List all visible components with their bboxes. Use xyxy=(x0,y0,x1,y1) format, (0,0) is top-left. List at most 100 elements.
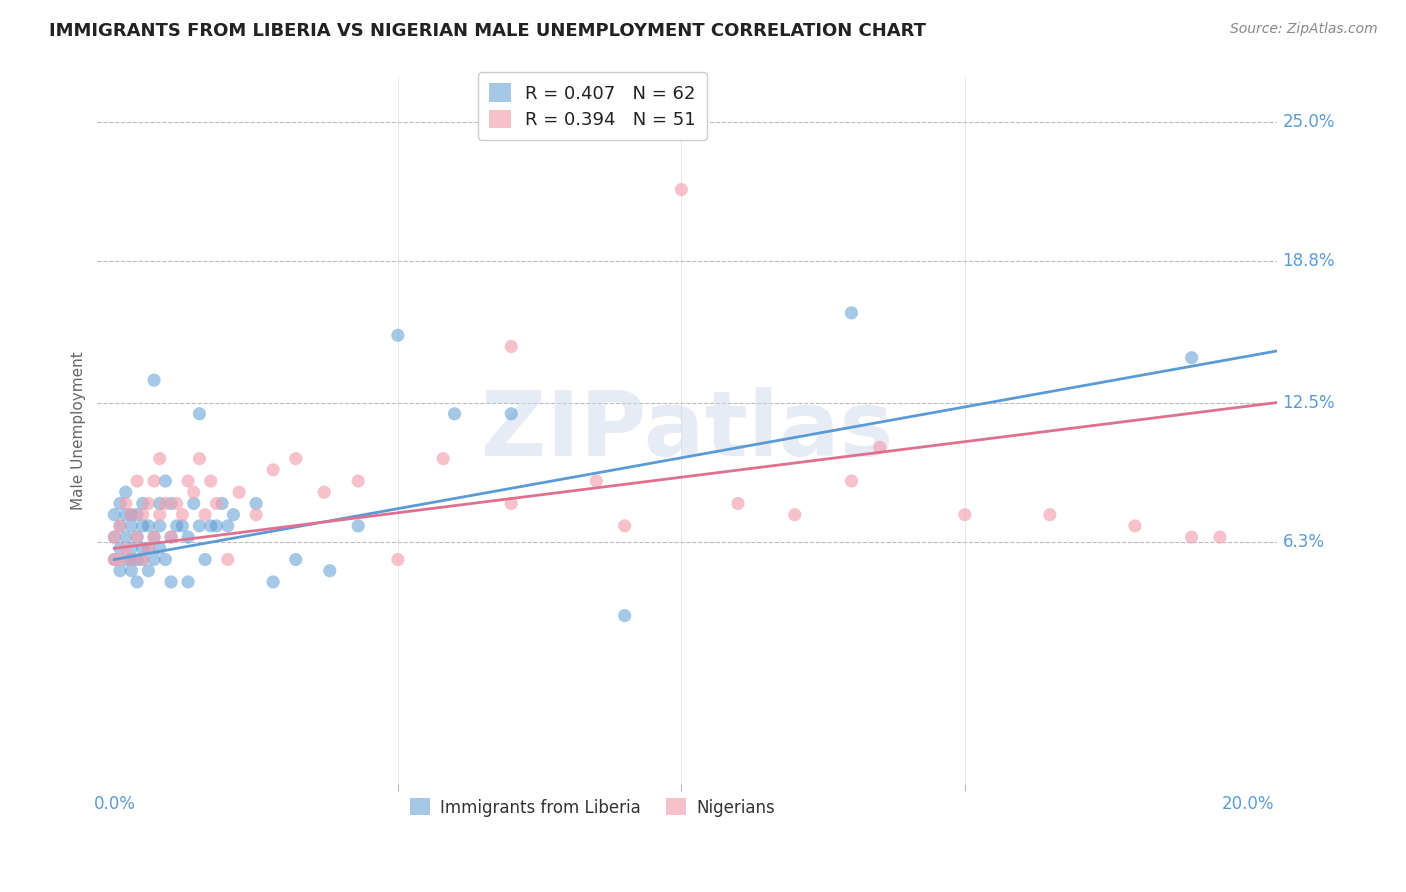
Point xyxy=(125,552,148,566)
Point xyxy=(149,541,172,556)
Point xyxy=(188,451,211,466)
Point xyxy=(205,519,228,533)
Point xyxy=(132,496,155,510)
Text: 12.5%: 12.5% xyxy=(1282,393,1336,411)
Point xyxy=(120,541,142,556)
Point xyxy=(125,508,148,522)
Point xyxy=(125,574,148,589)
Point xyxy=(108,552,131,566)
Point xyxy=(1123,519,1146,533)
Point xyxy=(138,496,160,510)
Text: 6.3%: 6.3% xyxy=(1282,533,1324,550)
Point xyxy=(132,552,155,566)
Point xyxy=(155,474,177,488)
Point xyxy=(177,530,200,544)
Y-axis label: Male Unemployment: Male Unemployment xyxy=(72,351,86,510)
Point xyxy=(222,508,245,522)
Text: 18.8%: 18.8% xyxy=(1282,252,1336,270)
Point xyxy=(114,552,136,566)
Point xyxy=(149,508,172,522)
Point xyxy=(177,474,200,488)
Point xyxy=(138,564,160,578)
Point xyxy=(108,564,131,578)
Point xyxy=(211,496,233,510)
Point xyxy=(501,407,523,421)
Point xyxy=(172,508,194,522)
Point xyxy=(671,183,693,197)
Point xyxy=(138,519,160,533)
Point xyxy=(132,519,155,533)
Point xyxy=(1181,530,1204,544)
Point xyxy=(103,530,125,544)
Point xyxy=(138,541,160,556)
Point xyxy=(143,552,166,566)
Point xyxy=(188,407,211,421)
Point xyxy=(188,519,211,533)
Point xyxy=(432,451,454,466)
Point xyxy=(245,496,267,510)
Legend: Immigrants from Liberia, Nigerians: Immigrants from Liberia, Nigerians xyxy=(402,790,783,825)
Point xyxy=(217,552,239,566)
Point xyxy=(284,552,307,566)
Point xyxy=(149,451,172,466)
Point xyxy=(103,552,125,566)
Point xyxy=(143,530,166,544)
Point xyxy=(953,508,976,522)
Point xyxy=(120,519,142,533)
Point xyxy=(183,496,205,510)
Point xyxy=(120,508,142,522)
Point xyxy=(727,496,749,510)
Point xyxy=(114,485,136,500)
Point xyxy=(443,407,465,421)
Point xyxy=(114,496,136,510)
Point xyxy=(200,474,222,488)
Point xyxy=(228,485,250,500)
Point xyxy=(103,508,125,522)
Point xyxy=(841,474,863,488)
Point xyxy=(613,519,636,533)
Point xyxy=(108,541,131,556)
Point xyxy=(262,463,284,477)
Point xyxy=(314,485,336,500)
Text: ZIPatlas: ZIPatlas xyxy=(481,386,893,475)
Point xyxy=(120,552,142,566)
Point xyxy=(108,519,131,533)
Point xyxy=(160,530,183,544)
Point xyxy=(103,552,125,566)
Point xyxy=(783,508,806,522)
Point xyxy=(1181,351,1204,365)
Point xyxy=(149,496,172,510)
Point xyxy=(160,574,183,589)
Text: 25.0%: 25.0% xyxy=(1282,113,1336,131)
Point xyxy=(120,564,142,578)
Point xyxy=(149,519,172,533)
Point xyxy=(160,496,183,510)
Point xyxy=(120,552,142,566)
Point xyxy=(138,541,160,556)
Point xyxy=(217,519,239,533)
Point xyxy=(387,552,409,566)
Point xyxy=(114,530,136,544)
Point xyxy=(125,530,148,544)
Point xyxy=(262,574,284,589)
Point xyxy=(501,339,523,353)
Text: IMMIGRANTS FROM LIBERIA VS NIGERIAN MALE UNEMPLOYMENT CORRELATION CHART: IMMIGRANTS FROM LIBERIA VS NIGERIAN MALE… xyxy=(49,22,927,40)
Point xyxy=(841,306,863,320)
Point xyxy=(172,519,194,533)
Point xyxy=(103,530,125,544)
Point xyxy=(155,496,177,510)
Point xyxy=(143,530,166,544)
Point xyxy=(585,474,607,488)
Point xyxy=(1209,530,1232,544)
Point xyxy=(613,608,636,623)
Point xyxy=(143,373,166,387)
Point xyxy=(125,474,148,488)
Point xyxy=(114,541,136,556)
Point xyxy=(347,474,370,488)
Point xyxy=(132,508,155,522)
Point xyxy=(347,519,370,533)
Point xyxy=(194,508,217,522)
Point xyxy=(160,530,183,544)
Point xyxy=(501,496,523,510)
Point xyxy=(108,496,131,510)
